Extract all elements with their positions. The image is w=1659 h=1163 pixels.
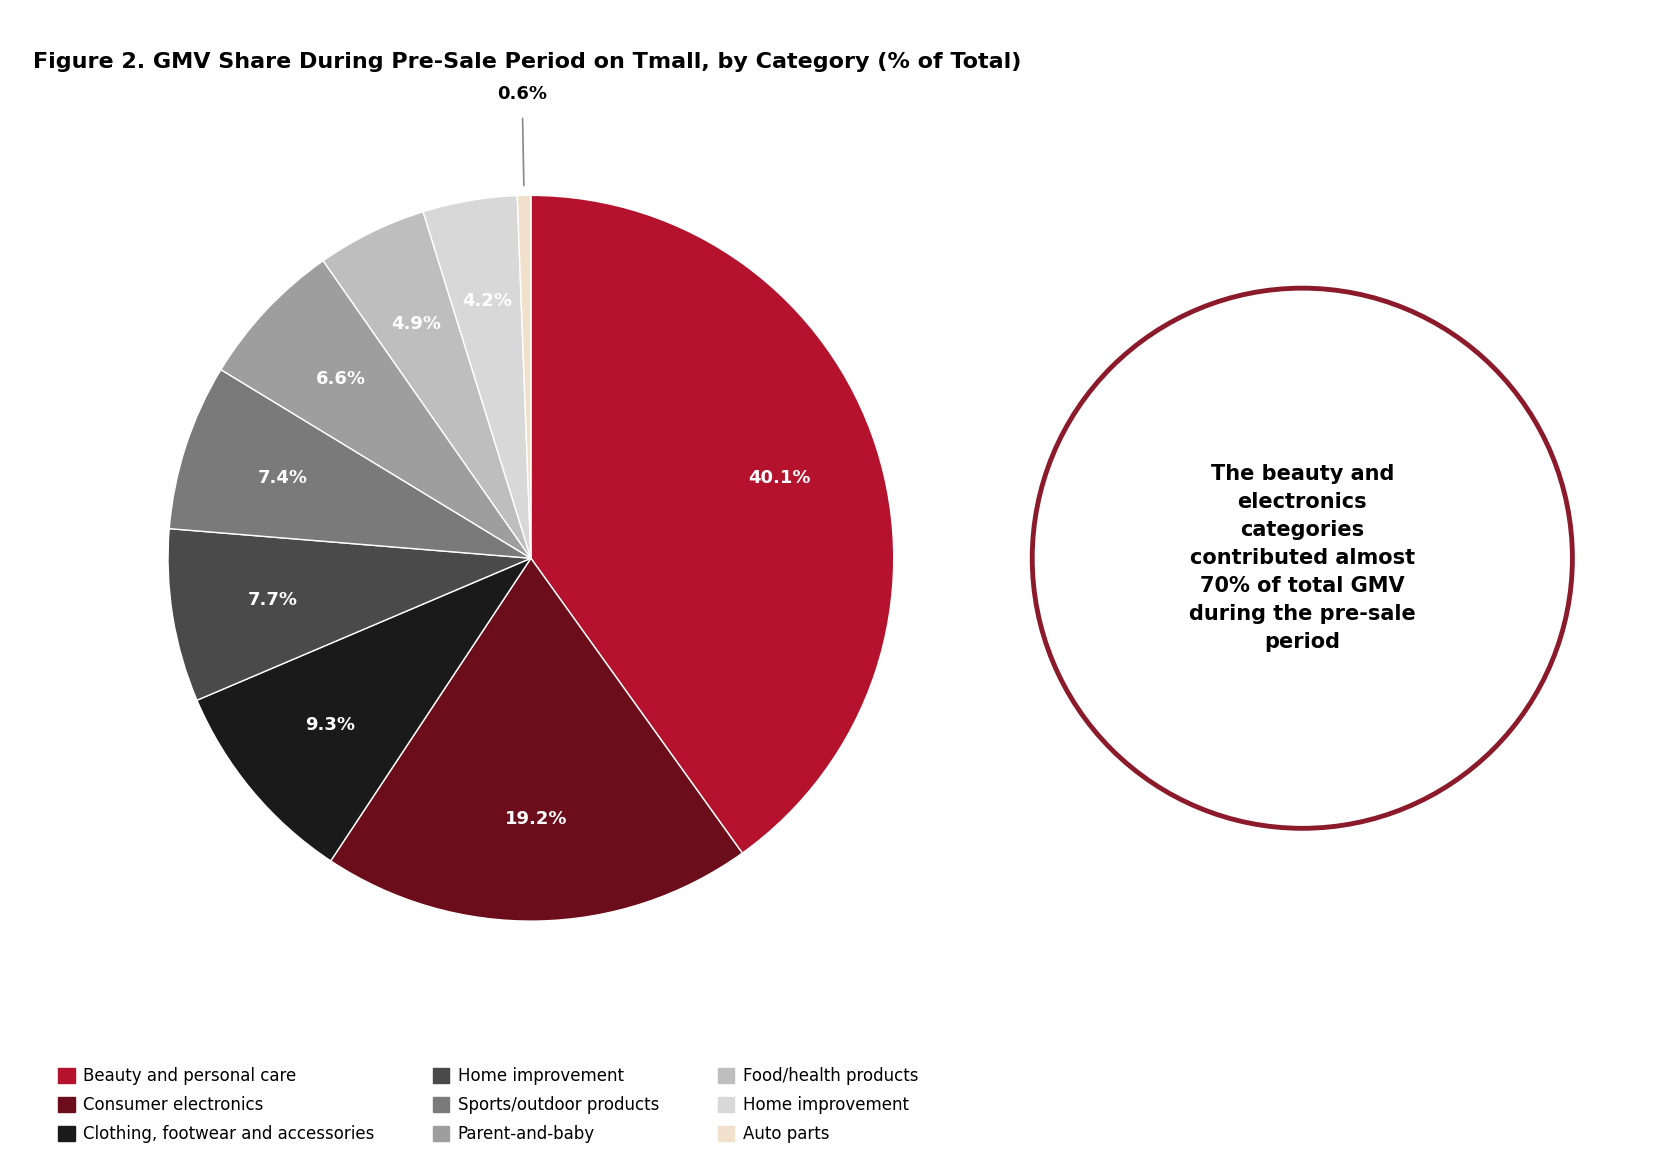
Wedge shape	[518, 195, 531, 558]
Wedge shape	[168, 529, 531, 700]
Text: 9.3%: 9.3%	[305, 716, 355, 734]
Wedge shape	[324, 212, 531, 558]
Legend: Beauty and personal care, Consumer electronics, Clothing, footwear and accessori: Beauty and personal care, Consumer elect…	[58, 1068, 917, 1143]
Wedge shape	[197, 558, 531, 861]
Wedge shape	[221, 261, 531, 558]
Wedge shape	[330, 558, 742, 921]
Text: The beauty and
electronics
categories
contributed almost
70% of total GMV
during: The beauty and electronics categories co…	[1190, 464, 1415, 652]
Text: 19.2%: 19.2%	[504, 811, 567, 828]
Text: 7.4%: 7.4%	[257, 469, 307, 486]
Wedge shape	[531, 195, 894, 854]
Text: 4.9%: 4.9%	[392, 315, 441, 333]
Wedge shape	[423, 195, 531, 558]
Text: 4.2%: 4.2%	[461, 292, 511, 309]
Text: 7.7%: 7.7%	[247, 591, 299, 609]
Text: 6.6%: 6.6%	[315, 370, 365, 388]
Text: 0.6%: 0.6%	[498, 85, 547, 102]
Text: 40.1%: 40.1%	[748, 470, 811, 487]
Wedge shape	[169, 370, 531, 558]
Text: Figure 2. GMV Share During Pre-Sale Period on Tmall, by Category (% of Total): Figure 2. GMV Share During Pre-Sale Peri…	[33, 52, 1022, 72]
